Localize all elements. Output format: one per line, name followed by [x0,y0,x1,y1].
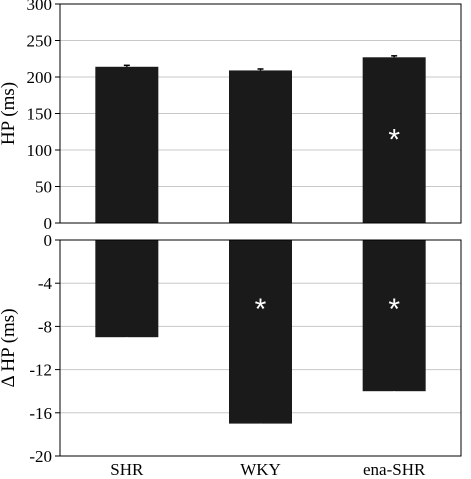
category-label-shr: SHR [110,460,144,479]
bottom-plot-frame [59,239,462,457]
bottom-significance-star-2: * [388,293,400,326]
top-ytick-label: 150 [27,105,53,124]
bottom-ytick-label: -12 [29,361,52,380]
top-bar-shr [95,66,159,223]
bottom-ytick-label: -16 [29,404,52,423]
bottom-bar-wky [229,240,292,424]
x-axis-categories: SHR WKY ena-SHR [110,460,426,479]
top-y-axis-title: HP (ms) [0,82,19,145]
bottom-ytick-label: -20 [29,447,52,466]
top-bar-ena-shr [362,57,426,223]
bottom-significance-star-1: * [255,293,267,326]
bottom-panel-delta-hp: * * 0 -4 -8 -12 -16 -20 Δ HP (ms) [0,231,462,466]
top-ytick-label: 200 [27,68,53,87]
bottom-y-axis-title: Δ HP (ms) [0,308,19,387]
top-panel-hp: * 0 50 100 150 200 250 300 HP (ms) [0,0,462,233]
top-ytick-label: 0 [44,214,53,233]
top-significance-star-2: * [388,123,400,156]
bottom-ytick-label: 0 [44,231,53,250]
category-label-wky: WKY [240,460,281,479]
top-bar-wky [229,70,292,224]
category-label-ena-shr: ena-SHR [363,460,426,479]
bottom-ytick-label: -4 [38,274,53,293]
bottom-ytick-label: -8 [38,317,52,336]
top-ytick-label: 100 [27,141,53,160]
bottom-bar-shr [95,240,159,338]
top-ytick-label: 50 [35,178,52,197]
top-ytick-label: 250 [27,32,53,51]
top-ytick-label: 300 [27,0,53,14]
bottom-bar-ena-shr [362,240,426,392]
